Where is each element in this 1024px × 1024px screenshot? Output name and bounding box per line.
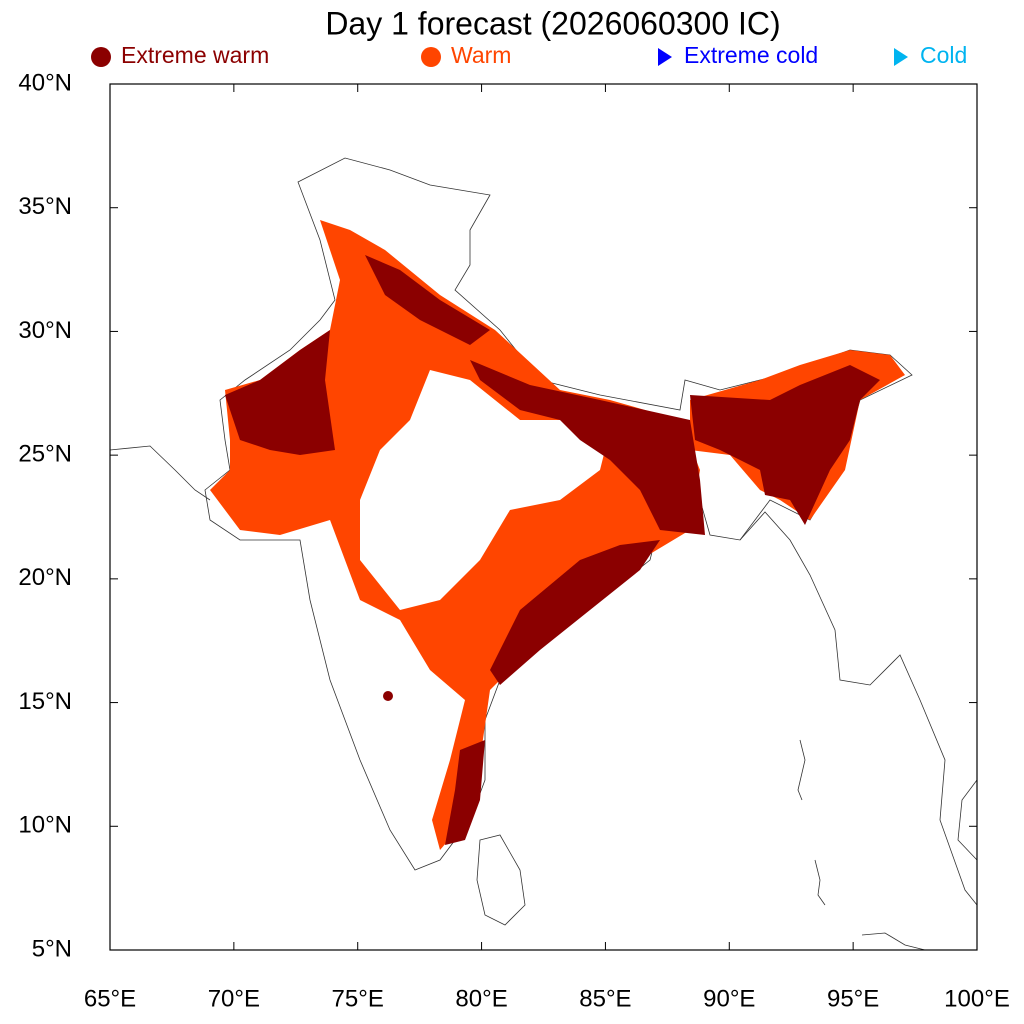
x-tick-label: 85°E (579, 985, 631, 1012)
legend-label: Cold (920, 42, 967, 68)
islands (797, 739, 806, 801)
sri-lanka (476, 834, 526, 926)
y-tick-label: 5°N (32, 935, 72, 962)
legend-label: Extreme cold (684, 42, 818, 68)
y-tick-label: 20°N (18, 564, 72, 591)
y-tick-label: 10°N (18, 812, 72, 839)
coastline (957, 779, 978, 861)
y-tick-label: 40°N (18, 69, 72, 96)
legend-label: Warm (451, 42, 511, 68)
axes: 65°E 70°E 75°E 80°E 85°E 90°E 95°E 100°E 5°N 10°N… (18, 69, 1009, 1012)
warm-region (210, 220, 905, 850)
coastline (861, 932, 926, 951)
extreme-warm-region (225, 255, 880, 845)
legend-marker (91, 47, 111, 67)
islands (814, 859, 826, 906)
legend-marker (421, 47, 441, 67)
coastline (109, 445, 211, 501)
x-tick-label: 80°E (455, 985, 507, 1012)
x-tick-label: 90°E (703, 985, 755, 1012)
x-tick-label: 100°E (944, 985, 1010, 1012)
x-tick-label: 65°E (84, 985, 136, 1012)
legend-label: Extreme warm (121, 42, 269, 68)
y-tick-label: 30°N (18, 317, 72, 344)
legend-marker (658, 48, 672, 66)
y-tick-label: 35°N (18, 193, 72, 220)
x-tick-label: 75°E (332, 985, 384, 1012)
basemap (109, 157, 978, 951)
legend: Extreme warm Warm Extreme cold Cold (91, 42, 967, 68)
x-tick-label: 95°E (827, 985, 879, 1012)
y-tick-label: 15°N (18, 688, 72, 715)
plot-frame (109, 83, 978, 951)
coastline (739, 511, 978, 906)
y-tick-label: 25°N (18, 440, 72, 467)
x-tick-label: 70°E (208, 985, 260, 1012)
title: Day 1 forecast (2026060300 IC) (325, 5, 780, 41)
legend-marker (894, 48, 908, 66)
